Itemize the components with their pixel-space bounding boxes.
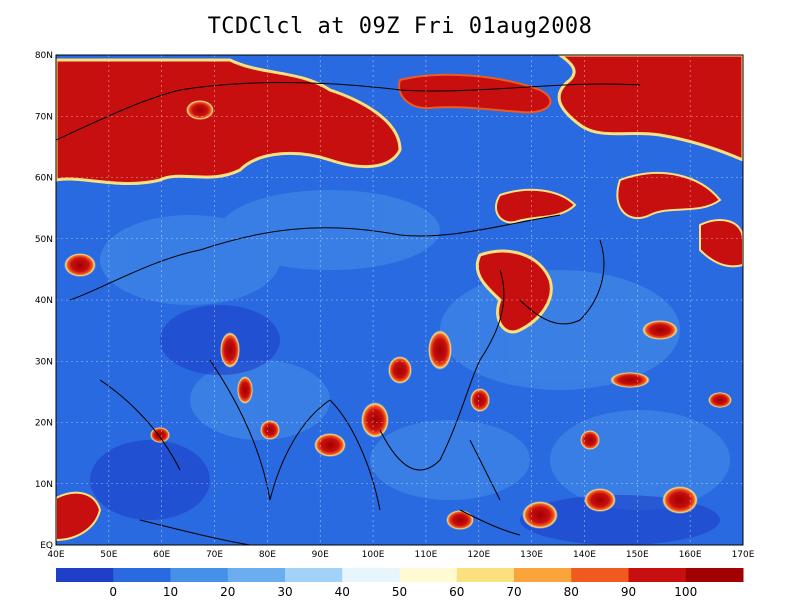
lat-label: 50N	[35, 235, 53, 245]
colorbar-swatch	[571, 568, 629, 582]
map-plot-area	[55, 54, 744, 546]
lon-label: 130E	[520, 550, 543, 560]
lon-label: 90E	[312, 550, 329, 560]
scattered-convection	[64, 100, 732, 530]
colorbar-label: 20	[220, 585, 235, 599]
colorbar-swatch	[170, 568, 229, 582]
colorbar-swatch	[56, 568, 114, 582]
lon-label: 140E	[573, 550, 596, 560]
colorbar-swatch	[685, 568, 744, 582]
coastlines	[56, 82, 641, 545]
colorbar-swatch	[342, 568, 400, 582]
lat-label: 10N	[35, 480, 53, 490]
lon-label: 80E	[259, 550, 276, 560]
colorbar-swatch	[285, 568, 343, 582]
lon-label: 160E	[679, 550, 702, 560]
lon-label: 170E	[732, 550, 755, 560]
high-cloud-layer	[56, 55, 743, 542]
lon-label: 120E	[467, 550, 490, 560]
deep-blue-layer	[90, 305, 720, 545]
lon-label: 40E	[47, 550, 64, 560]
lat-label: 20N	[35, 419, 53, 429]
colorbar: 0 10 20 30 40 50 60 70 80 90 100	[56, 568, 744, 599]
colorbar-swatch	[113, 568, 171, 582]
lon-label: 150E	[626, 550, 649, 560]
lon-tick-labels: 40E 50E 60E 70E 80E 90E 100E 110E 120E 130E 140E 15…	[47, 550, 754, 560]
colorbar-swatch	[399, 568, 458, 582]
lat-label: 80N	[35, 51, 53, 61]
lat-tick-labels: EQ 10N 20N 30N 40N 50N 60N 70N 80N	[35, 51, 53, 551]
lon-label: 70E	[206, 550, 223, 560]
colorbar-swatch	[227, 568, 286, 582]
lon-label: 110E	[414, 550, 437, 560]
colorbar-label: 100	[674, 585, 697, 599]
grid-lines	[56, 55, 743, 545]
lat-label: 70N	[35, 112, 53, 122]
colorbar-label: 0	[109, 585, 117, 599]
colorbar-label: 50	[392, 585, 407, 599]
colorbar-swatch	[514, 568, 572, 582]
lat-label: 40N	[35, 296, 53, 306]
colorbar-label: 70	[506, 585, 521, 599]
colorbar-label: 10	[163, 585, 178, 599]
plot-frame	[55, 54, 744, 546]
colorbar-label: 90	[621, 585, 636, 599]
lon-label: 60E	[153, 550, 170, 560]
colorbar-label: 30	[277, 585, 292, 599]
colorbar-label: 40	[335, 585, 350, 599]
colorbar-label: 60	[449, 585, 464, 599]
lon-label: 100E	[362, 550, 385, 560]
colorbar-swatch	[456, 568, 515, 582]
lat-label: 60N	[35, 174, 53, 184]
lon-label: 50E	[100, 550, 117, 560]
colorbar-swatch	[628, 568, 687, 582]
colorbar-label: 80	[564, 585, 579, 599]
lat-label: EQ	[40, 541, 53, 551]
map-title: TCDClcl at 09Z Fri 01aug2008	[207, 14, 593, 39]
lat-label: 30N	[35, 357, 53, 367]
